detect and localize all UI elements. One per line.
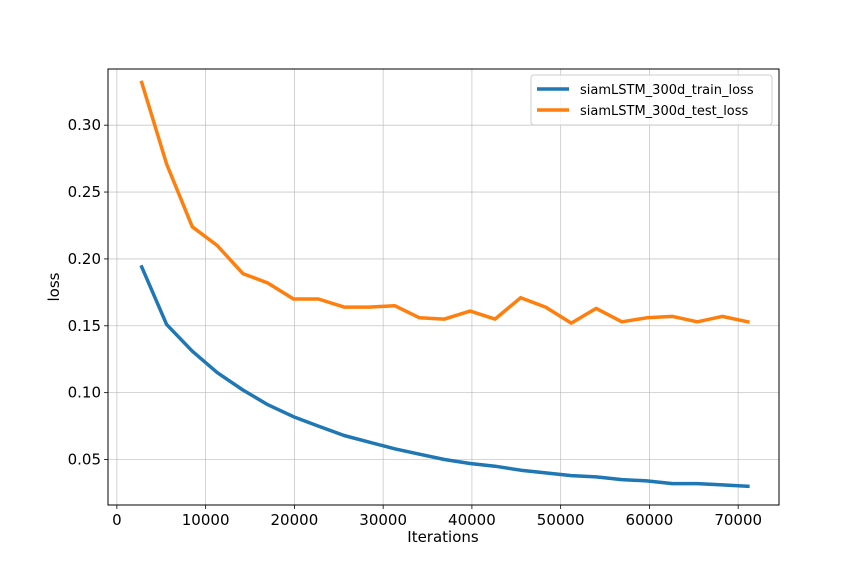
plot-frame	[107, 68, 780, 506]
x-tick-label: 40000	[448, 511, 496, 529]
x-tick-label: 70000	[714, 511, 762, 529]
y-tick-label: 0.20	[68, 250, 101, 268]
x-tick-label: 20000	[271, 511, 319, 529]
legend-label: siamLSTM_300d_train_loss	[580, 83, 754, 98]
x-tick-label: 0	[112, 511, 122, 529]
x-axis-label: Iterations	[407, 528, 479, 546]
x-tick-label: 30000	[359, 511, 407, 529]
y-tick-label: 0.30	[68, 116, 101, 134]
series-line-0	[139, 264, 750, 489]
series-lines	[139, 80, 750, 489]
y-tick-label: 0.15	[68, 317, 101, 335]
y-tick-label: 0.05	[68, 451, 101, 469]
axis-ticks: 0 10000 20000 30000 40000 50000 60000 70000 0.05…	[68, 116, 762, 529]
grid	[108, 69, 779, 505]
y-axis-label: loss	[45, 272, 63, 301]
y-tick-label: 0.10	[68, 384, 101, 402]
legend-label: siamLSTM_300d_test_loss	[580, 104, 749, 119]
legend: siamLSTM_300d_train_loss siamLSTM_300d_te…	[530, 74, 773, 126]
x-tick-label: 10000	[182, 511, 230, 529]
legend-box	[530, 74, 773, 126]
x-tick-label: 50000	[537, 511, 585, 529]
y-tick-label: 0.25	[68, 183, 101, 201]
series-line-1	[139, 80, 750, 325]
x-tick-label: 60000	[626, 511, 674, 529]
